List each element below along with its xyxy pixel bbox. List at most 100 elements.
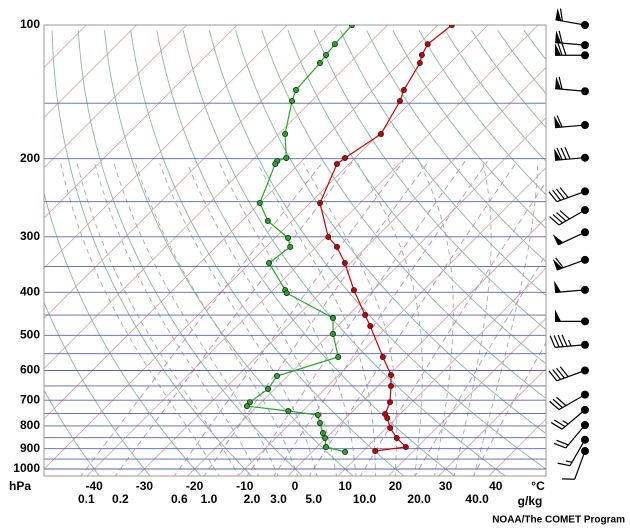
wind-barb xyxy=(552,228,589,246)
profile-point xyxy=(274,373,281,380)
y-axis-label: hPa xyxy=(9,479,31,493)
barb-staff xyxy=(558,394,586,411)
mixing-ratio-label: 0.6 xyxy=(171,492,188,506)
mixing-ratio-label: 1.0 xyxy=(201,492,218,506)
dry-adiabat xyxy=(44,190,202,476)
barb-full xyxy=(561,334,568,347)
moist-adiabat xyxy=(453,163,492,476)
profile-point xyxy=(386,399,393,406)
barb-pennant xyxy=(555,309,561,322)
x-tick-label: 40 xyxy=(489,479,503,493)
isotherm xyxy=(44,25,87,68)
background-lines xyxy=(44,25,546,476)
barb-staff xyxy=(555,124,586,129)
moist-adiabat xyxy=(473,163,539,476)
barb-half xyxy=(565,460,573,463)
mixing-ratio-line xyxy=(80,161,324,476)
mixing-ratio-label: 10.0 xyxy=(353,492,377,506)
dry-adiabat xyxy=(208,30,546,470)
barb-full xyxy=(553,442,566,449)
barb-station xyxy=(581,228,589,237)
barb-full xyxy=(559,210,570,220)
wind-barb xyxy=(549,205,589,226)
barb-station xyxy=(581,153,589,162)
wind-barb xyxy=(555,7,589,29)
barb-full xyxy=(555,188,565,200)
profile-point xyxy=(387,383,394,390)
x-tick-label: 30 xyxy=(439,479,453,493)
profile-point xyxy=(333,243,340,250)
x-tick-label: -20 xyxy=(186,479,204,493)
barb-station xyxy=(581,340,589,349)
isotherm xyxy=(44,25,288,269)
profile-point xyxy=(316,60,323,67)
dry-adiabat xyxy=(261,30,546,400)
barb-staff xyxy=(574,450,586,480)
barb-station xyxy=(581,317,589,326)
profile-point xyxy=(331,41,338,48)
profile-point xyxy=(387,425,394,432)
dry-adiabat xyxy=(104,30,354,476)
profile-point xyxy=(348,25,355,28)
dry-adiabat xyxy=(51,30,253,476)
barb-full xyxy=(557,462,571,467)
barb-station xyxy=(581,41,589,50)
dry-adiabat xyxy=(418,30,546,196)
isotherm xyxy=(388,317,546,476)
mixing-ratio-line xyxy=(114,161,354,476)
mixing-ratio-label: g/kg xyxy=(518,494,543,508)
y-tick-label: 300 xyxy=(20,229,40,243)
mixing-ratio-line xyxy=(414,254,546,476)
y-tick-label: 700 xyxy=(20,392,40,406)
barb-station xyxy=(581,421,589,430)
barb-pennant xyxy=(554,115,562,128)
profile-point xyxy=(372,448,379,455)
isotherm xyxy=(187,117,546,476)
wind-barb xyxy=(549,334,589,349)
profile-point xyxy=(287,243,294,250)
barb-station xyxy=(581,366,589,375)
profile-point xyxy=(330,315,337,322)
profile-point xyxy=(256,199,263,206)
wind-barb xyxy=(554,115,589,130)
mixing-ratio-label: 0.2 xyxy=(112,492,129,506)
barb-full xyxy=(552,369,562,380)
wind-barb xyxy=(557,435,589,467)
profile-line xyxy=(319,25,453,452)
isotherm xyxy=(44,25,238,219)
profile-point xyxy=(387,372,394,379)
mixing-ratio-line xyxy=(203,161,430,476)
barb-station xyxy=(581,435,589,444)
dry-adiabat xyxy=(366,30,546,263)
barb-half xyxy=(567,339,572,347)
barb-full xyxy=(557,43,563,56)
barb-staff xyxy=(555,344,586,348)
profile-point xyxy=(330,331,337,338)
profile-point xyxy=(285,408,292,415)
barb-station xyxy=(581,205,589,214)
barb-full xyxy=(549,400,560,411)
isotherm xyxy=(287,217,546,476)
profile-point xyxy=(362,312,369,319)
barb-station xyxy=(581,187,589,196)
barb-full xyxy=(558,76,563,90)
isotherm xyxy=(44,25,188,169)
x-tick-label: -30 xyxy=(136,479,154,493)
barb-pennant xyxy=(554,280,562,293)
mixing-ratio-line xyxy=(246,161,466,476)
profile-point xyxy=(283,154,290,161)
wind-barb xyxy=(555,76,589,96)
isotherm xyxy=(44,25,137,119)
y-tick-label: 600 xyxy=(20,363,40,377)
x-tick-label: 0 xyxy=(292,479,299,493)
x-tick-label: 10 xyxy=(339,479,353,493)
barb-full xyxy=(561,43,567,56)
wind-barb xyxy=(555,30,589,50)
wind-barb xyxy=(552,255,589,271)
mixing-ratio-label: 3.0 xyxy=(270,492,287,506)
barb-pennant xyxy=(554,148,562,161)
profile-point xyxy=(282,131,289,138)
barb-staff xyxy=(555,88,586,92)
profile-point xyxy=(396,97,403,104)
